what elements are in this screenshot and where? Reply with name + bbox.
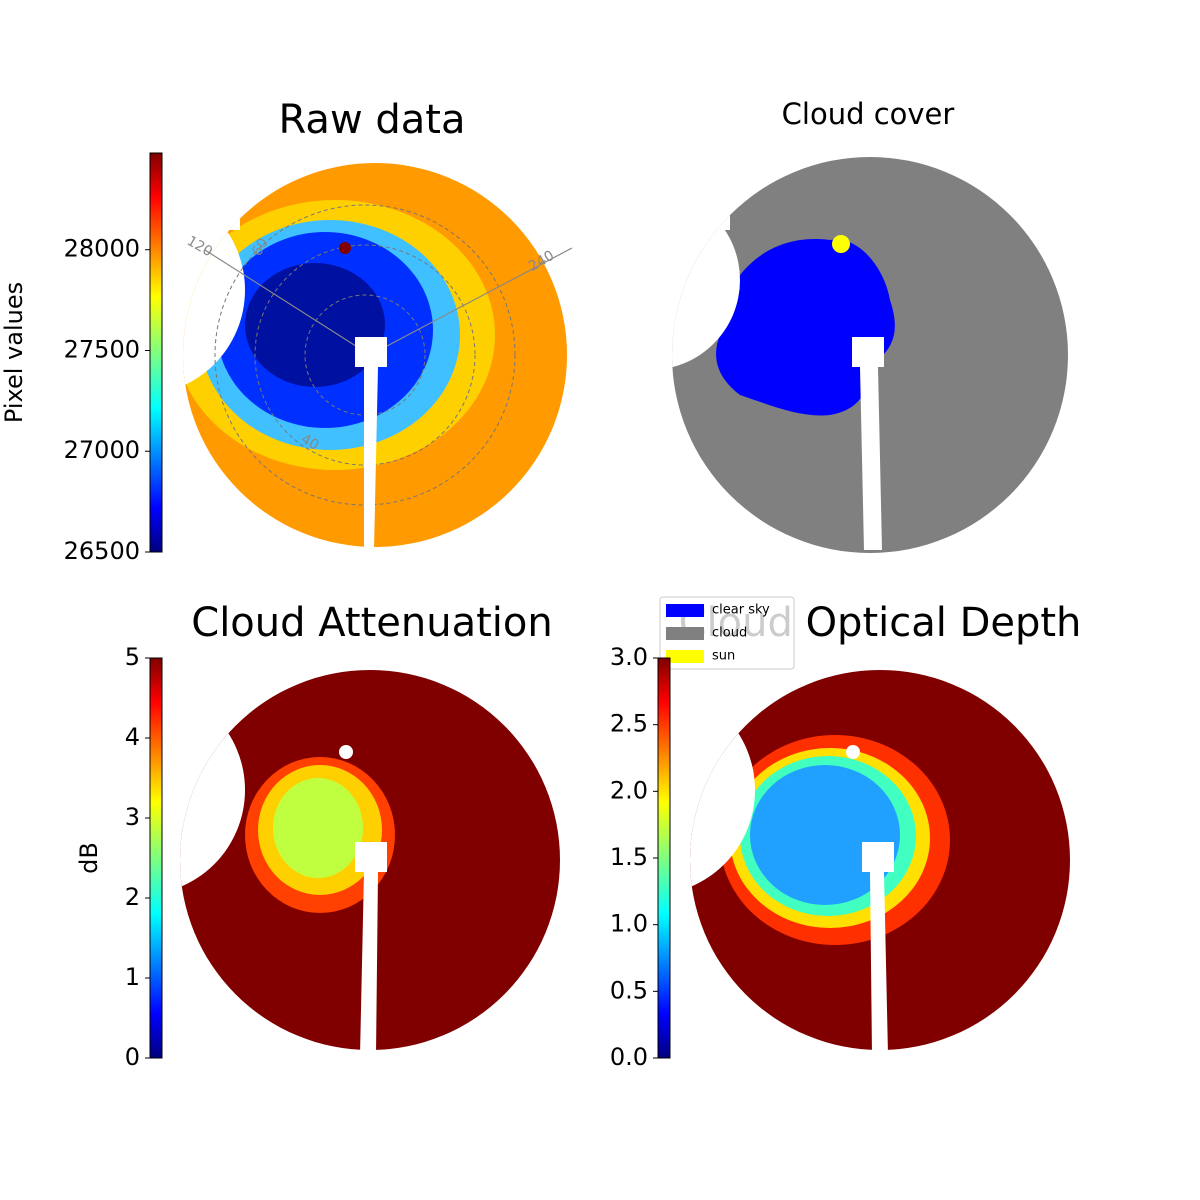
- tick-label: 2: [125, 883, 140, 911]
- panel-title: Cloud Attenuation: [191, 600, 552, 646]
- polar-label: 60: [249, 236, 272, 259]
- tick-label: 0.5: [610, 976, 648, 1004]
- legend-swatch: [666, 650, 704, 663]
- tick-label: 0: [125, 1043, 140, 1071]
- mast: [360, 872, 378, 1055]
- mast: [355, 842, 387, 872]
- tick-label: 1.0: [610, 910, 648, 938]
- legend-swatch: [666, 627, 704, 640]
- tick-label: 3.0: [610, 643, 648, 671]
- tick-label: 2.0: [610, 776, 648, 804]
- mast: [355, 337, 387, 367]
- mast: [870, 872, 888, 1055]
- tick-label: 1: [125, 963, 140, 991]
- colorbar: [149, 657, 163, 1059]
- sun: [339, 242, 351, 254]
- legend-label: sun: [712, 649, 735, 664]
- colorbar-label: dB: [75, 842, 103, 874]
- mast: [364, 367, 378, 550]
- mast: [852, 337, 884, 367]
- polar-label: 40: [298, 431, 321, 454]
- tick-label: 5: [125, 643, 140, 671]
- mast: [860, 367, 882, 550]
- tick-label: 27500: [64, 335, 140, 363]
- colorbar: [657, 657, 671, 1059]
- sun: [846, 745, 860, 759]
- polar-axes: [204, 247, 573, 356]
- panel-title: Cloud cover: [782, 97, 955, 131]
- colorbar-label: Pixel values: [0, 282, 28, 423]
- mast: [862, 842, 894, 872]
- tick-label: 27000: [64, 436, 140, 464]
- tick-label: 3: [125, 803, 140, 831]
- panel-title: Raw data: [279, 97, 466, 143]
- legend-swatch: [666, 604, 704, 617]
- attenuation-image: [180, 670, 560, 1050]
- tick-label: 1.5: [610, 843, 648, 871]
- tick-label: 4: [125, 723, 140, 751]
- legend-label: cloud: [712, 626, 747, 641]
- colorbar: [149, 152, 163, 553]
- sun: [339, 745, 353, 759]
- legend-label: clear sky: [712, 603, 770, 618]
- tick-label: 2.5: [610, 710, 648, 738]
- tick-label: 28000: [64, 235, 140, 263]
- tick-label: 26500: [64, 537, 140, 565]
- sun: [832, 235, 850, 253]
- cloud-image: [672, 157, 1068, 553]
- tick-label: 0.0: [610, 1043, 648, 1071]
